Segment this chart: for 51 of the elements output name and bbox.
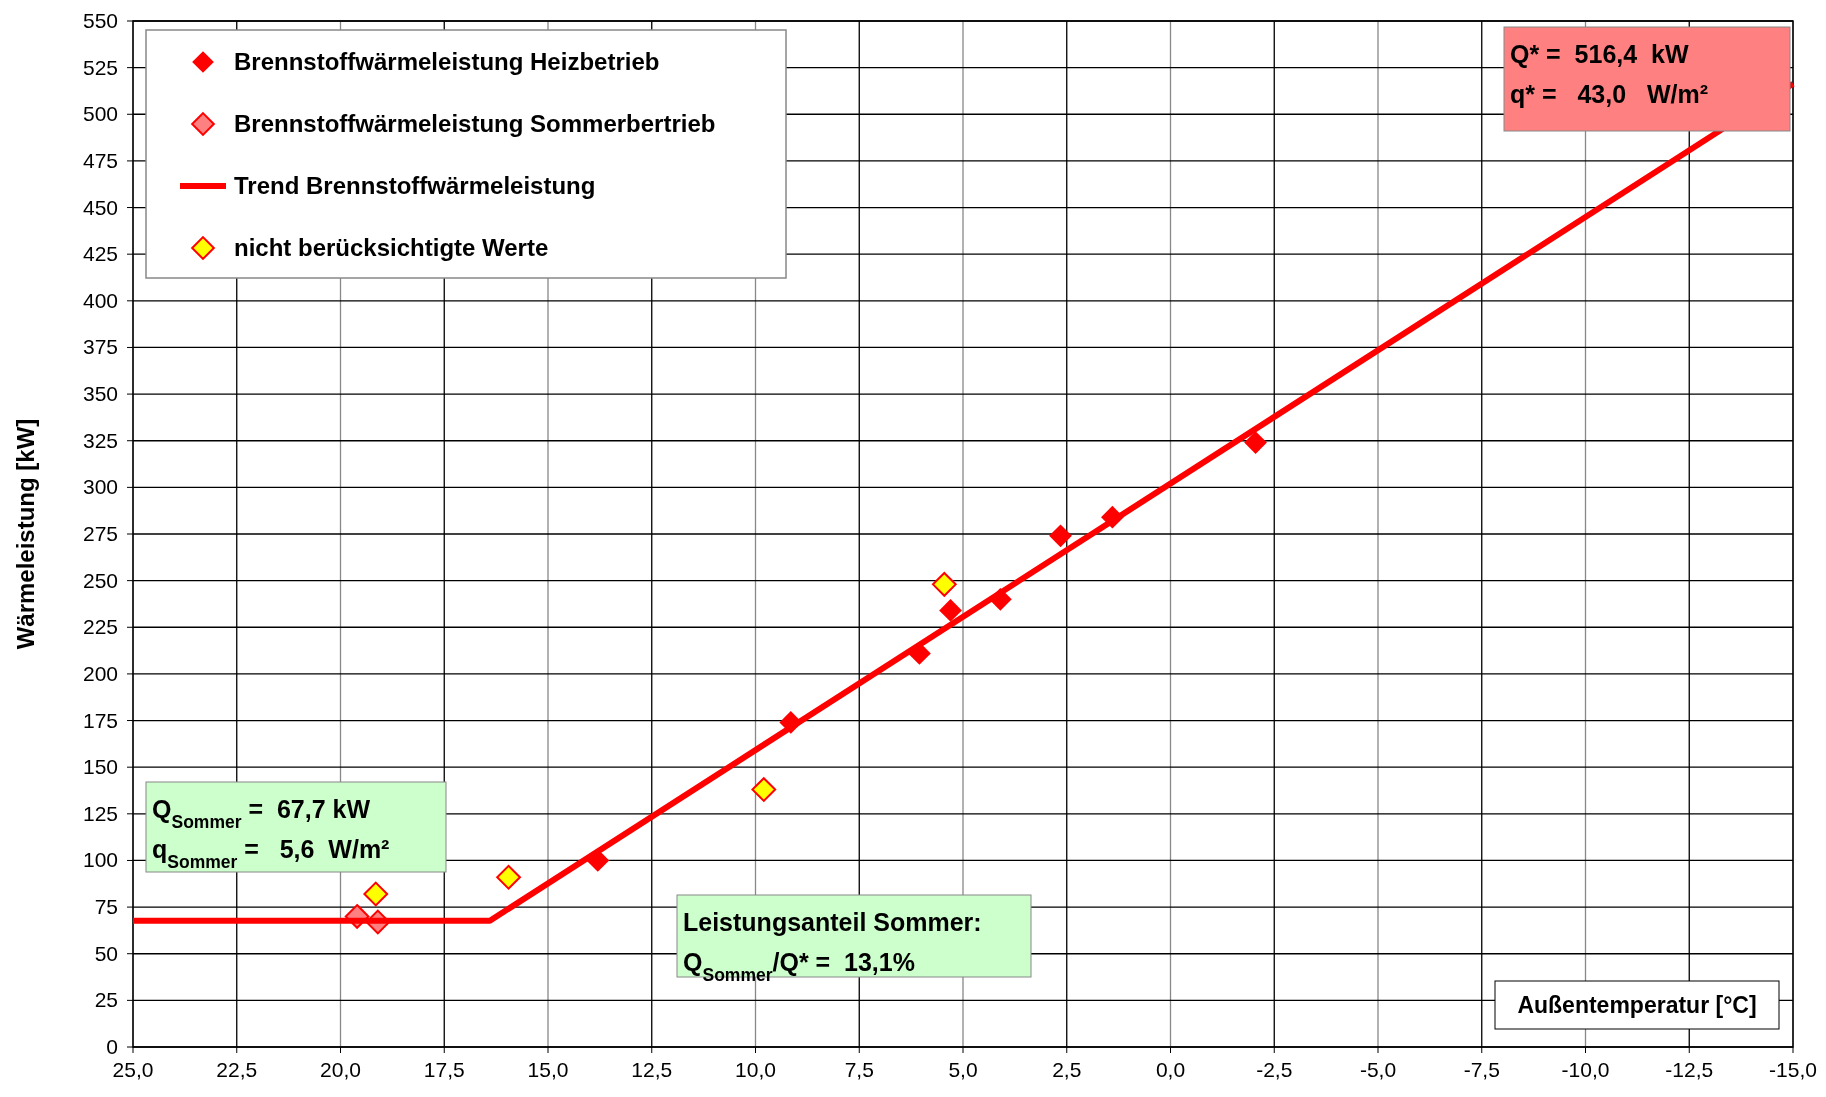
x-tick-label: -5,0: [1359, 1058, 1397, 1081]
y-tick-label: 0: [106, 1035, 118, 1058]
y-tick-label: 75: [94, 895, 118, 919]
x-tick-label: 0,0: [1155, 1058, 1186, 1081]
y-tick-label: 350: [82, 382, 118, 406]
y-axis-title: Wärmeleistung [kW]: [12, 418, 39, 650]
x-tick-label: -2,5: [1256, 1058, 1293, 1081]
y-tick-label: 450: [82, 195, 118, 219]
y-tick-label: 25: [94, 988, 118, 1012]
y-tick-label: 325: [82, 428, 118, 452]
x-tick-label: 25,0: [112, 1058, 154, 1081]
y-tick-label: 200: [82, 661, 118, 685]
annotation: Leistungsanteil Sommer: Q$_{Sommer}$/Q* = 13,1%: [683, 908, 982, 985]
x-tick-label: -7,5: [1463, 1058, 1500, 1081]
text-box: Q* = 516,4 kW q* = 43,0 W/m²: [1503, 26, 1791, 132]
x-tick-label: 5,0: [948, 1058, 978, 1081]
y-tick-label: 500: [82, 102, 118, 126]
y-tick-label: 275: [82, 522, 118, 545]
y-tick-label: 125: [82, 801, 118, 825]
x-tick-label: 15,0: [527, 1058, 569, 1081]
x-tick-label: 12,5: [631, 1058, 673, 1081]
y-tick-label: 375: [82, 335, 118, 359]
legend-label: nicht berücksichtigte Werte: [234, 234, 549, 261]
x-tick-label: 20,0: [320, 1058, 361, 1081]
y-tick-label: 425: [82, 242, 118, 266]
y-tick-label: 150: [82, 755, 118, 779]
x-tick-label: 10,0: [735, 1058, 776, 1081]
x-tick-label: 7,5: [844, 1058, 874, 1081]
y-tick-label: 400: [82, 288, 118, 312]
x-tick-label: -15,0: [1769, 1058, 1817, 1081]
y-tick-label: 225: [82, 615, 118, 639]
annotation: Q* = 516,4 kW q* = 43,0 W/m²: [1510, 40, 1708, 108]
legend-label: Brennstoffwärmeleistung Sommerbertrieb: [234, 110, 716, 137]
legend-label: Trend Brennstoffwärmeleistung: [234, 172, 596, 199]
y-tick-label: 550: [82, 9, 118, 32]
x-tick-label: 22,5: [216, 1058, 258, 1081]
y-tick-label: 475: [82, 148, 118, 172]
x-axis-title: Außentemperatur [°C]: [1517, 992, 1757, 1018]
y-tick-label: 175: [82, 708, 118, 732]
label-box: Außentemperatur [°C]: [1494, 980, 1780, 1030]
y-tick-label: 50: [94, 941, 118, 965]
x-tick-label: 2,5: [1052, 1058, 1082, 1081]
x-tick-label: -10,0: [1561, 1058, 1610, 1081]
text-box: Q$_{Sommer}$ = 67,7 kW q$_{Sommer}$ = 5,6 W/m²: [145, 781, 447, 873]
y-tick-label: 300: [82, 475, 118, 499]
legend-label: Brennstoffwärmeleistung Heizbetrieb: [234, 48, 660, 75]
y-tick-label: 250: [82, 568, 118, 592]
y-tick-label: 525: [82, 55, 118, 79]
x-tick-label: -12,5: [1665, 1058, 1714, 1081]
y-tick-label: 100: [82, 848, 118, 872]
x-tick-label: 17,5: [423, 1058, 465, 1081]
